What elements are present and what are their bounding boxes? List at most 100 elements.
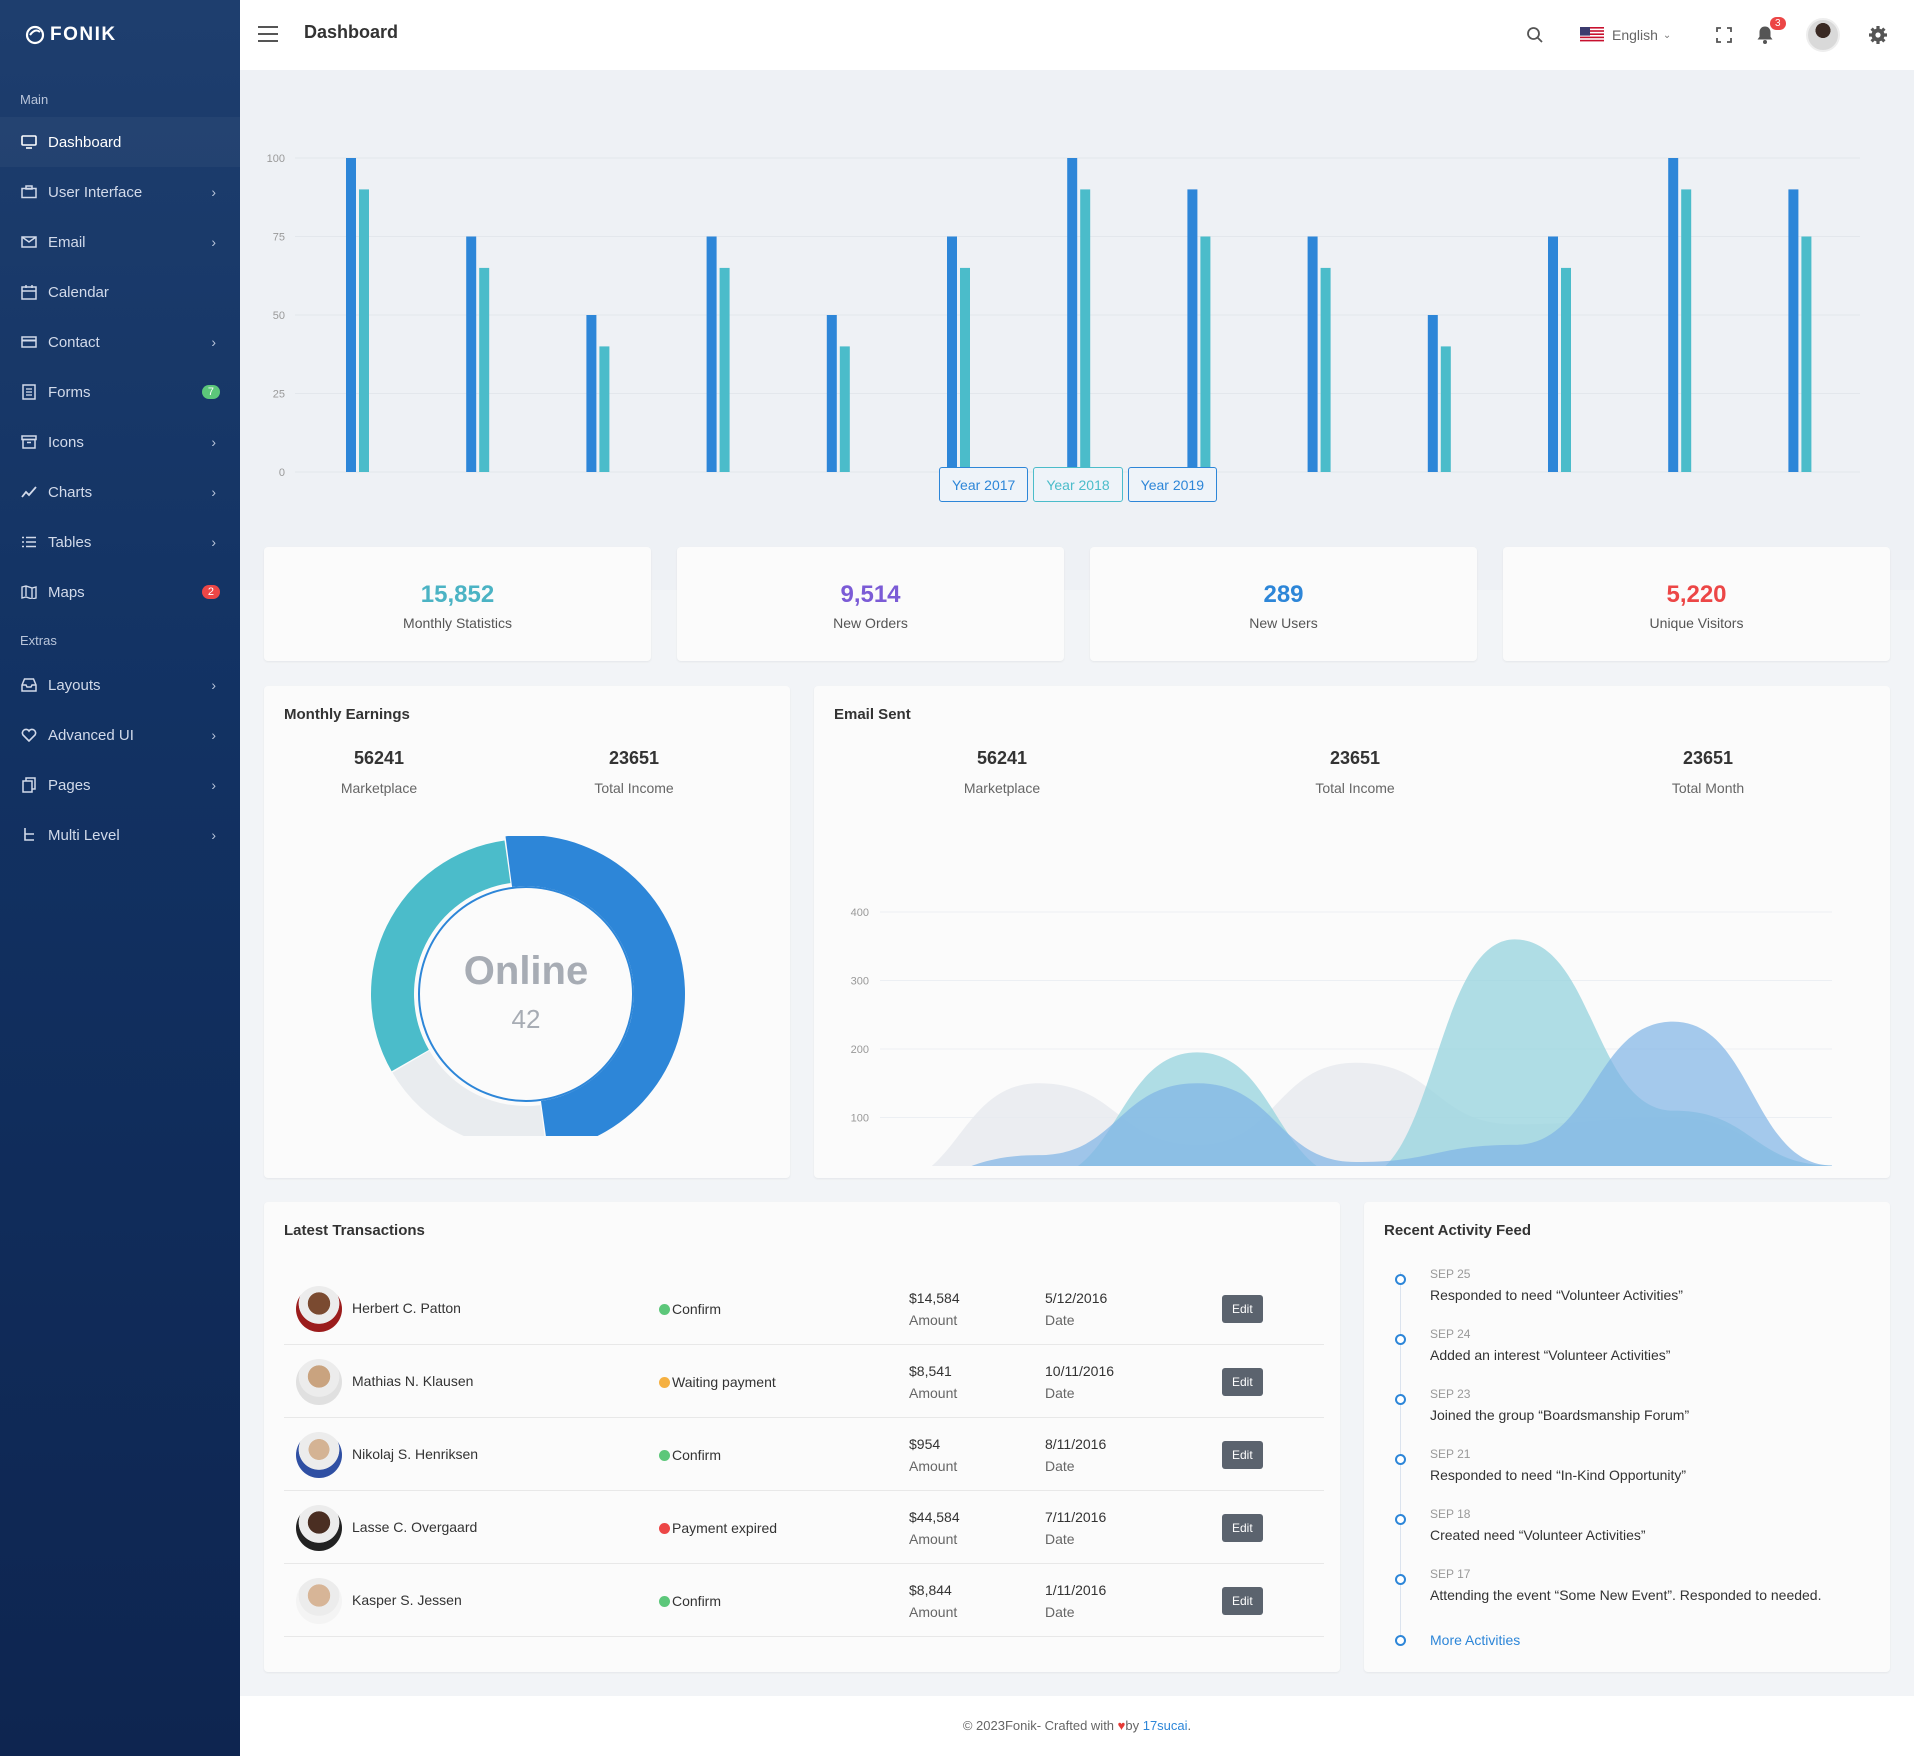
status-dot-icon [659,1449,670,1461]
bar-2014-s1 [1320,267,1331,472]
customer-name: Kasper S. Jessen [352,1592,462,1608]
more-activities-link[interactable]: More Activities [1430,1632,1521,1648]
sidebar-item-tables[interactable]: Tables › [0,517,240,567]
page-title: Dashboard [304,22,399,42]
table-row: Lasse C. Overgaard Payment expired $44,584… [284,1491,1324,1564]
sidebar-item-pages[interactable]: Pages › [0,760,240,810]
language-selector[interactable]: English ⌄ [1580,0,1671,70]
donut-center-label: Online [464,949,588,993]
amount-label: Amount [909,1385,958,1401]
sidebar-item-user-interface[interactable]: User Interface › [0,167,240,217]
table-row: Kasper S. Jessen Confirm $8,844 Amount 1/11/… [284,1564,1324,1637]
stat-card: 289 New Users [1090,547,1477,661]
timeline-dot-icon [1395,1334,1406,1345]
chevron-right-icon: › [211,334,216,350]
sidebar-item-label: Charts [48,483,93,501]
sidebar-item-label: Calendar [48,283,109,301]
y-tick-label: 300 [851,976,869,988]
footer: © 2023Fonik- Crafted with ♥by 17sucai. [240,1696,1914,1756]
fullscreen-icon[interactable] [1716,0,1732,70]
notifications-button[interactable]: 3 [1756,0,1786,70]
amount-value: $44,584 [909,1509,960,1525]
bell-icon [1757,26,1773,44]
year-button-2[interactable]: Year 2019 [1127,467,1217,502]
search-icon[interactable] [1526,0,1544,70]
notification-count-badge: 3 [1770,17,1786,30]
sidebar-item-contact[interactable]: Contact › [0,317,240,367]
stat-card: 9,514 New Orders [677,547,1064,661]
menu-toggle-icon[interactable] [258,26,278,47]
chevron-right-icon: › [211,727,216,743]
edit-button[interactable]: Edit [1222,1368,1263,1396]
status-dot-icon [659,1376,670,1388]
count-badge: 2 [201,585,220,599]
sidebar-item-dashboard[interactable]: Dashboard [0,117,240,167]
tree-icon [20,826,38,844]
count-badge: 7 [201,385,220,399]
sidebar-item-icons[interactable]: Icons › [0,417,240,467]
edit-button[interactable]: Edit [1222,1441,1263,1469]
date-value: 5/12/2016 [1045,1290,1108,1306]
bar-2009-s0 [706,236,717,472]
date-label: Date [1045,1531,1075,1547]
status-text: Payment expired [672,1520,778,1536]
chevron-right-icon: › [211,434,216,450]
footer-suffix: . [1187,1718,1192,1733]
activity-text: Created need “Volunteer Activities” [1430,1527,1646,1543]
stat-value: 5,220 [1666,581,1727,608]
brand-name: FONIK [50,24,117,45]
bar-2011-s0 [947,236,957,472]
amount-label: Amount [909,1458,958,1474]
sidebar-item-multi-level[interactable]: Multi Level › [0,810,240,860]
stat-value: 9,514 [840,581,901,608]
footer-link[interactable]: 17sucai [1142,1718,1188,1733]
year-button-0[interactable]: Year 2017 [939,467,1029,502]
total-month-value: 23651 [1682,748,1734,768]
bar-2013-s0 [1187,189,1198,472]
mail-icon [20,233,38,251]
bar-2006-s1 [359,189,369,472]
status-dot-icon [659,1595,670,1607]
sidebar-item-charts[interactable]: Charts › [0,467,240,517]
y-tick-label: 0 [279,467,285,479]
bar-2015-s0 [1427,315,1438,472]
y-tick-label: 100 [267,153,285,165]
status-badge: Waiting payment [659,1374,776,1390]
sidebar-item-advanced-ui[interactable]: Advanced UI › [0,710,240,760]
status-text: Confirm [672,1593,722,1609]
sidebar-item-label: Layouts [48,676,101,694]
card-icon [20,333,38,351]
avatar [296,1286,342,1332]
sidebar-item-calendar[interactable]: Calendar [0,267,240,317]
user-avatar[interactable] [1806,0,1840,70]
edit-button[interactable]: Edit [1222,1587,1263,1615]
year-button-1[interactable]: Year 2018 [1033,467,1123,502]
sidebar-item-maps[interactable]: Maps 2 [0,567,240,617]
table-row: Herbert C. Patton Confirm $14,584 Amount 5/1… [284,1272,1324,1345]
sidebar-item-email[interactable]: Email › [0,217,240,267]
map-icon [20,583,38,601]
timeline-dot-icon [1395,1454,1406,1465]
card-title: Latest Transactions [284,1222,425,1239]
bar-2017-s1 [1681,189,1692,472]
total-income-value: 23651 [1329,748,1381,768]
marketplace-label: Marketplace [963,780,1041,796]
stat-label: New Users [1249,615,1318,631]
monitor-icon [20,133,38,151]
gear-icon[interactable] [1868,0,1888,70]
activity-date: SEP 18 [1430,1507,1471,1521]
sidebar-item-label: Icons [48,433,84,451]
year-button-group: Year 2017 Year 2018 Year 2019 [939,467,1217,502]
sidebar-item-layouts[interactable]: Layouts › [0,660,240,710]
brand-logo[interactable]: FONIK [0,0,240,70]
stat-card: 5,220 Unique Visitors [1503,547,1890,661]
date-label: Date [1045,1458,1075,1474]
footer-by: by [1125,1718,1143,1733]
y-tick-label: 200 [851,1044,869,1056]
activity-item: SEP 23 Joined the group “Boardsmanship Fo… [1384,1387,1884,1437]
edit-button[interactable]: Edit [1222,1295,1263,1323]
sidebar-item-forms[interactable]: Forms 7 [0,367,240,417]
total-income-label: Total Income [594,780,674,796]
bar-chart: 0255075100200620072008200920102011201220… [267,153,1860,479]
edit-button[interactable]: Edit [1222,1514,1263,1542]
